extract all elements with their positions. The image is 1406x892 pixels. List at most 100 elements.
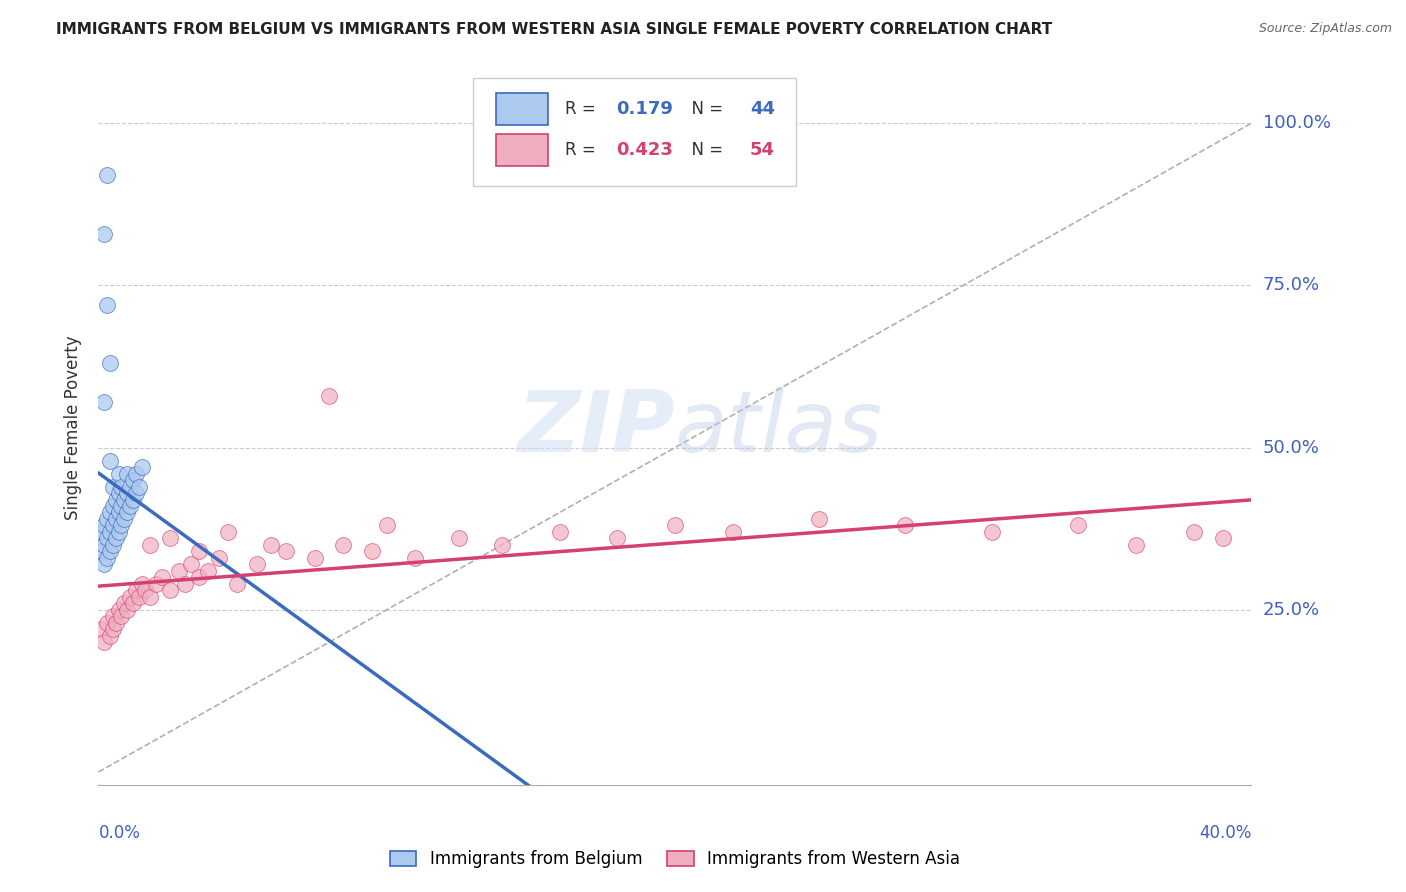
Point	[125, 486, 148, 500]
Text: ZIP: ZIP	[517, 386, 675, 470]
Point	[145, 577, 167, 591]
Point	[375, 518, 398, 533]
Point	[139, 590, 162, 604]
Point	[139, 538, 162, 552]
Point	[96, 298, 118, 312]
Text: 40.0%: 40.0%	[1199, 824, 1251, 842]
Point	[104, 532, 127, 546]
Point	[606, 532, 628, 546]
Point	[98, 453, 121, 467]
Text: N =: N =	[681, 100, 728, 118]
Point	[90, 544, 112, 558]
Point	[332, 538, 354, 552]
Point	[131, 577, 153, 591]
Point	[101, 499, 124, 513]
Point	[246, 558, 269, 572]
Point	[101, 609, 124, 624]
Point	[107, 467, 129, 481]
Point	[93, 518, 115, 533]
Point	[110, 479, 132, 493]
Point	[217, 524, 239, 539]
Point	[110, 499, 132, 513]
Point	[491, 538, 513, 552]
Point	[180, 558, 202, 572]
Point	[96, 512, 118, 526]
Point	[197, 564, 219, 578]
Point	[208, 550, 231, 565]
Point	[125, 583, 148, 598]
Point	[93, 538, 115, 552]
Point	[122, 596, 145, 610]
Point	[112, 492, 135, 507]
Point	[274, 544, 297, 558]
Text: R =: R =	[565, 141, 602, 159]
Point	[548, 524, 571, 539]
Point	[159, 583, 181, 598]
FancyBboxPatch shape	[472, 78, 796, 186]
Text: 0.423: 0.423	[616, 141, 673, 159]
Point	[117, 486, 138, 500]
Point	[96, 532, 118, 546]
Point	[110, 609, 132, 624]
FancyBboxPatch shape	[496, 93, 548, 125]
Point	[96, 168, 118, 182]
Point	[93, 558, 115, 572]
Text: 0.0%: 0.0%	[98, 824, 141, 842]
Point	[150, 570, 173, 584]
Y-axis label: Single Female Poverty: Single Female Poverty	[65, 336, 83, 520]
Text: atlas: atlas	[675, 386, 883, 470]
FancyBboxPatch shape	[496, 134, 548, 166]
Point	[1067, 518, 1090, 533]
Point	[188, 570, 211, 584]
Point	[104, 512, 127, 526]
Text: 54: 54	[749, 141, 775, 159]
Point	[101, 622, 124, 636]
Point	[1125, 538, 1147, 552]
Point	[104, 492, 127, 507]
Point	[101, 538, 124, 552]
Legend: Immigrants from Belgium, Immigrants from Western Asia: Immigrants from Belgium, Immigrants from…	[382, 844, 967, 875]
Point	[405, 550, 427, 565]
Point	[112, 596, 135, 610]
Point	[117, 603, 138, 617]
Point	[361, 544, 384, 558]
Point	[225, 577, 247, 591]
Point	[1212, 532, 1234, 546]
Point	[128, 590, 150, 604]
Point	[90, 622, 112, 636]
Text: 100.0%: 100.0%	[1263, 114, 1331, 132]
Point	[90, 524, 112, 539]
Point	[664, 518, 686, 533]
Point	[122, 492, 145, 507]
Point	[110, 518, 132, 533]
Point	[125, 467, 148, 481]
Point	[96, 615, 118, 630]
Point	[120, 479, 142, 493]
Point	[981, 524, 1004, 539]
Point	[159, 532, 181, 546]
Point	[93, 635, 115, 649]
Text: Source: ZipAtlas.com: Source: ZipAtlas.com	[1258, 22, 1392, 36]
Point	[120, 499, 142, 513]
Text: N =: N =	[681, 141, 728, 159]
Point	[98, 629, 121, 643]
Point	[98, 506, 121, 520]
Point	[117, 506, 138, 520]
Point	[188, 544, 211, 558]
Point	[128, 479, 150, 493]
Point	[260, 538, 283, 552]
Point	[107, 506, 129, 520]
Point	[1182, 524, 1205, 539]
Point	[894, 518, 917, 533]
Point	[107, 603, 129, 617]
Text: 44: 44	[749, 100, 775, 118]
Point	[807, 512, 830, 526]
Text: R =: R =	[565, 100, 602, 118]
Point	[721, 524, 744, 539]
Text: 50.0%: 50.0%	[1263, 439, 1320, 457]
Point	[167, 564, 190, 578]
Point	[98, 356, 121, 370]
Point	[93, 227, 115, 241]
Point	[447, 532, 470, 546]
Point	[174, 577, 197, 591]
